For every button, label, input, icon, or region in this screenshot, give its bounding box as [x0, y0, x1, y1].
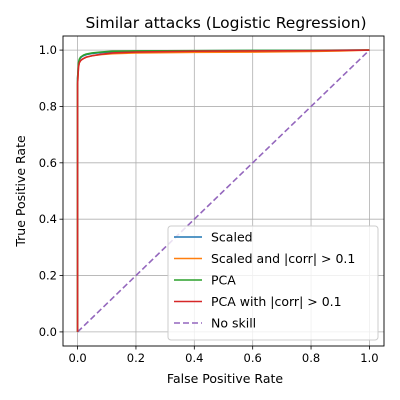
x-tick-label: 0.4 [185, 351, 203, 365]
x-axis-label: False Positive Rate [167, 371, 283, 386]
series-line-no-skill [77, 49, 370, 333]
legend-label: Scaled and |corr| > 0.1 [211, 251, 355, 266]
x-tick-label: 0.8 [302, 351, 320, 365]
y-tick-label: 0.4 [39, 212, 57, 226]
axis-ticks: 0.0 0.2 0.4 0.6 0.8 1.0 0.0 0.2 0.4 0.6 0.8 1.0 [39, 43, 379, 365]
chart-title: Similar attacks (Logistic Regression) [85, 14, 366, 32]
grid [63, 36, 384, 346]
plot-frame [62, 35, 385, 347]
y-axis-label: True Positive Rate [13, 135, 28, 248]
legend-box [167, 225, 379, 341]
y-tick-label: 1.0 [39, 43, 57, 57]
legend-label: Scaled [211, 230, 253, 245]
series-line-pca-with-corr-0-1 [76, 49, 370, 332]
y-tick-label: 0.2 [39, 269, 57, 283]
y-tick-label: 0.8 [39, 99, 57, 113]
series-layer [76, 49, 370, 333]
x-tick-label: 0.0 [68, 351, 86, 365]
x-tick-label: 0.2 [127, 351, 145, 365]
x-tick-label: 0.6 [244, 351, 262, 365]
legend-label: PCA with |corr| > 0.1 [211, 294, 342, 309]
x-tick-label: 1.0 [360, 351, 378, 365]
legend-label: No skill [211, 316, 256, 331]
legend-label: PCA [211, 273, 236, 288]
y-tick-label: 0.0 [39, 325, 57, 339]
y-tick-label: 0.6 [39, 156, 57, 170]
legend: Scaled Scaled and |corr| > 0.1 PCA PCA with… [167, 225, 379, 341]
